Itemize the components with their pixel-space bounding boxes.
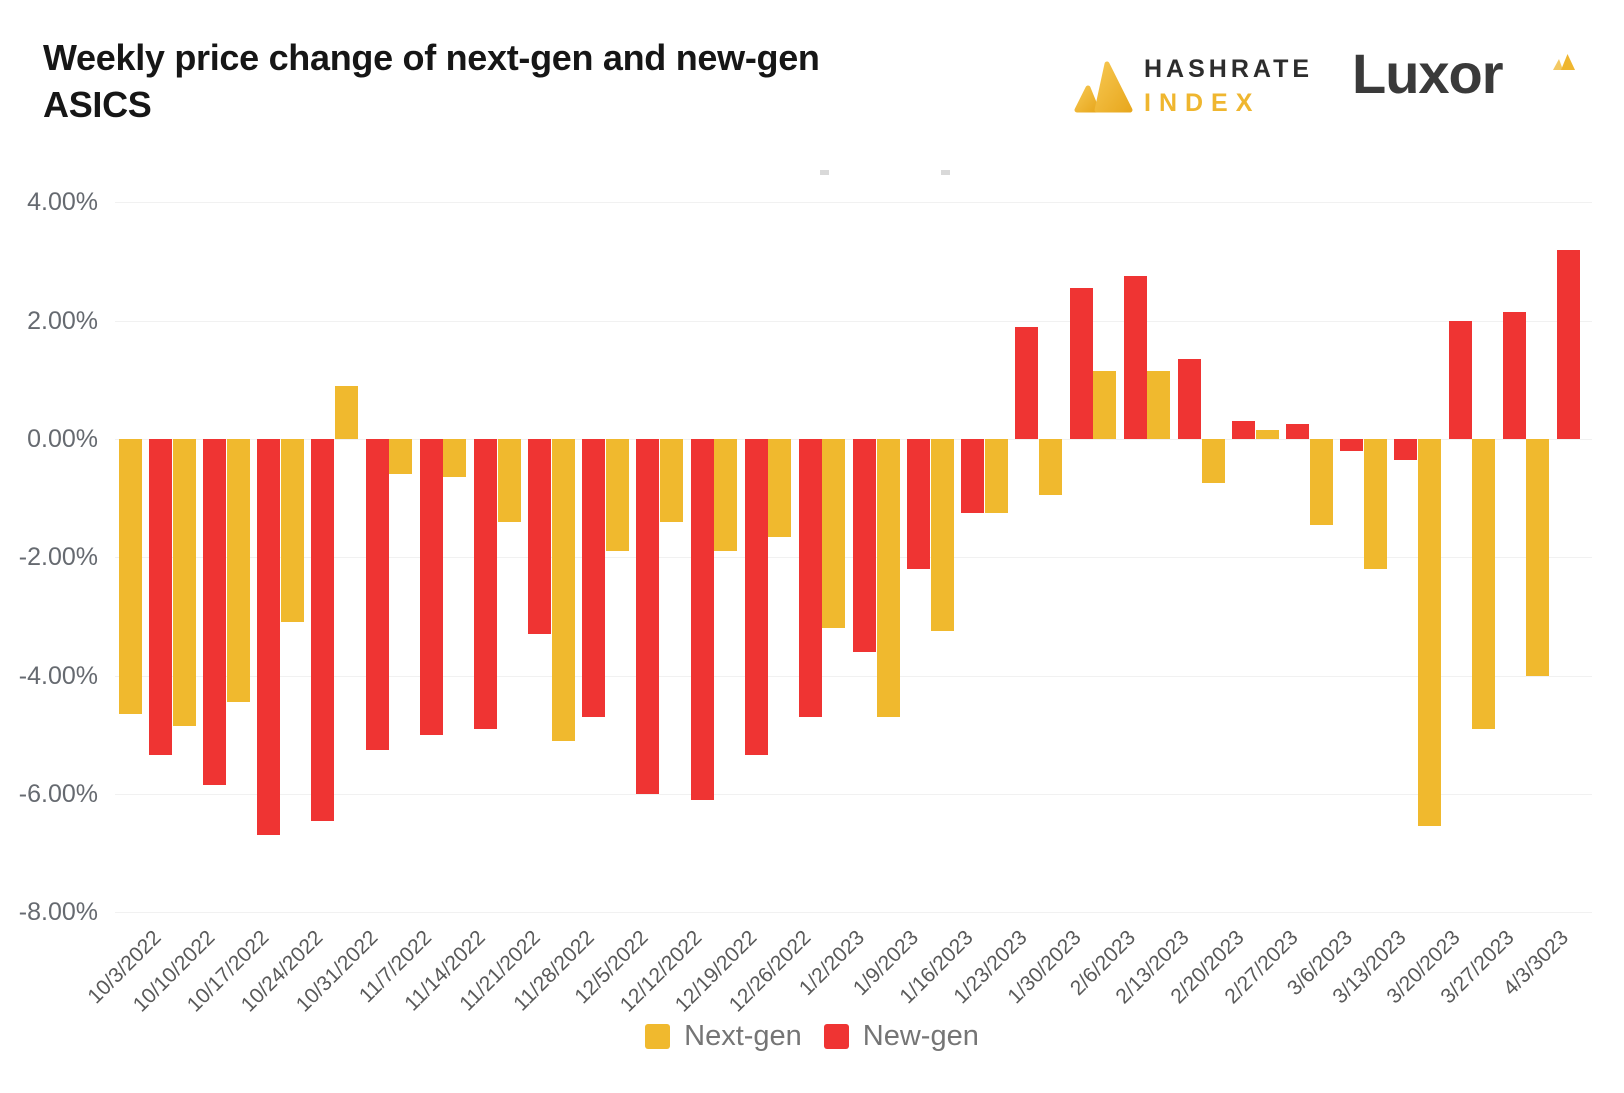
chart-title: Weekly price change of next-gen and new-… — [43, 34, 993, 128]
bar-next-gen[interactable] — [1255, 430, 1279, 439]
y-axis-tick-label: 0.00% — [27, 425, 98, 453]
bar-next-gen[interactable] — [768, 439, 792, 537]
bar-next-gen[interactable] — [822, 439, 846, 629]
bar-new-gen[interactable] — [1394, 439, 1418, 460]
bar-next-gen[interactable] — [1472, 439, 1496, 729]
bar-next-gen[interactable] — [930, 439, 954, 632]
bar-next-gen[interactable] — [118, 439, 142, 715]
bar-new-gen[interactable] — [203, 439, 227, 786]
bar-new-gen[interactable] — [365, 439, 389, 750]
bar-next-gen[interactable] — [551, 439, 575, 741]
bar-next-gen[interactable] — [1201, 439, 1225, 484]
bar-new-gen[interactable] — [1069, 288, 1093, 439]
hashrate-logo-text: HASHRATE INDEX — [1144, 55, 1313, 118]
gridline — [115, 320, 1592, 322]
legend-item-next-gen[interactable]: Next-gen — [645, 1020, 802, 1053]
hashrate-index-logo: HASHRATE INDEX — [1073, 55, 1313, 118]
y-axis-tick-label: -8.00% — [18, 898, 98, 927]
bar-new-gen[interactable] — [1340, 439, 1364, 451]
bar-next-gen[interactable] — [497, 439, 521, 522]
bar-new-gen[interactable] — [961, 439, 985, 513]
hashrate-triangles-icon — [1074, 61, 1133, 112]
bar-next-gen[interactable] — [1418, 439, 1442, 827]
bar-next-gen[interactable] — [1039, 439, 1063, 496]
bar-next-gen[interactable] — [226, 439, 250, 703]
luxor-triangle-icon — [1553, 54, 1575, 70]
artifact-mark — [820, 170, 829, 175]
bar-new-gen[interactable] — [1286, 424, 1310, 439]
bar-new-gen[interactable] — [257, 439, 281, 836]
bar-new-gen[interactable] — [1015, 326, 1039, 439]
bar-new-gen[interactable] — [798, 439, 822, 717]
legend-label-new-gen: New-gen — [862, 1020, 979, 1052]
hashrate-logo-line1: HASHRATE — [1144, 55, 1314, 83]
gridline — [115, 912, 1592, 914]
bar-new-gen[interactable] — [1123, 276, 1147, 439]
bar-next-gen[interactable] — [1147, 370, 1171, 439]
bar-next-gen[interactable] — [1309, 439, 1333, 525]
legend-label-next-gen: Next-gen — [684, 1020, 802, 1052]
bar-new-gen[interactable] — [311, 439, 335, 821]
bar-new-gen[interactable] — [528, 439, 552, 635]
bar-next-gen[interactable] — [876, 439, 900, 717]
luxor-logo-text: Luxor — [1352, 42, 1504, 105]
bar-new-gen[interactable] — [744, 439, 768, 756]
bar-new-gen[interactable] — [1502, 311, 1526, 439]
y-axis-tick-label: -2.00% — [18, 543, 98, 572]
legend-swatch-next-gen — [645, 1024, 671, 1049]
y-axis-tick-label: 2.00% — [27, 306, 98, 335]
bar-next-gen[interactable] — [984, 439, 1008, 513]
bar-new-gen[interactable] — [473, 439, 497, 729]
gridline — [115, 202, 1592, 204]
y-axis-tick-label: -4.00% — [18, 661, 98, 690]
bar-new-gen[interactable] — [419, 439, 443, 735]
artifact-mark — [941, 170, 950, 175]
bar-new-gen[interactable] — [636, 439, 660, 794]
chart-title-line1: Weekly price change of next-gen and new-… — [43, 37, 820, 78]
bar-next-gen[interactable] — [660, 439, 683, 522]
bar-next-gen[interactable] — [1363, 439, 1387, 570]
bar-new-gen[interactable] — [1556, 249, 1580, 439]
bar-next-gen[interactable] — [605, 439, 629, 552]
bar-next-gen[interactable] — [172, 439, 196, 726]
bar-next-gen[interactable] — [1526, 439, 1550, 676]
bar-next-gen[interactable] — [443, 439, 467, 478]
legend: Next-gen New-gen — [0, 1020, 1624, 1053]
bar-next-gen[interactable] — [335, 385, 359, 439]
legend-item-new-gen[interactable]: New-gen — [823, 1020, 979, 1053]
bar-new-gen[interactable] — [852, 439, 876, 652]
gridline — [115, 675, 1592, 677]
bar-new-gen[interactable] — [149, 439, 172, 756]
legend-swatch-new-gen — [823, 1024, 849, 1049]
y-axis-tick-label: 4.00% — [27, 188, 98, 217]
chart-title-line2: ASICS — [43, 84, 152, 125]
bar-next-gen[interactable] — [714, 439, 738, 552]
bar-next-gen[interactable] — [280, 439, 304, 623]
bar-next-gen[interactable] — [389, 439, 413, 475]
gridline — [115, 793, 1592, 795]
bar-new-gen[interactable] — [1232, 421, 1255, 439]
bar-new-gen[interactable] — [690, 439, 714, 800]
bar-new-gen[interactable] — [907, 439, 931, 570]
y-axis-tick-label: -6.00% — [18, 779, 98, 808]
bar-new-gen[interactable] — [1448, 320, 1472, 439]
luxor-logo: Luxor — [1352, 42, 1575, 105]
hashrate-logo-line2: INDEX — [1144, 89, 1261, 117]
bar-new-gen[interactable] — [582, 439, 606, 717]
bar-next-gen[interactable] — [1093, 370, 1117, 439]
bar-new-gen[interactable] — [1177, 359, 1201, 439]
